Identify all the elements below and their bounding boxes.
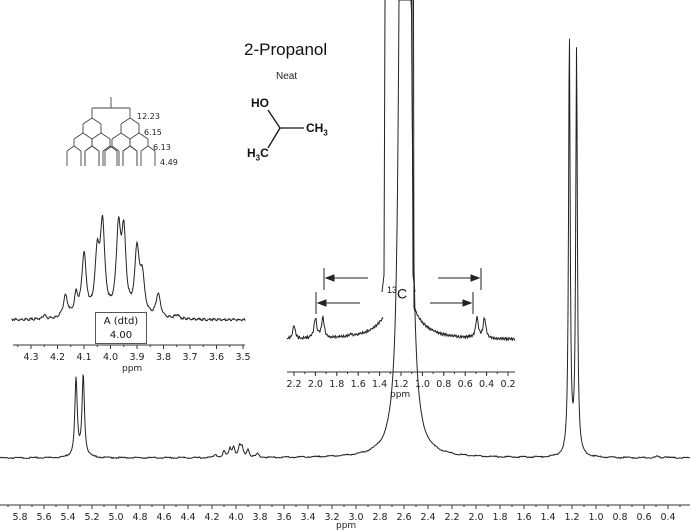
svg-text:5.8: 5.8 (12, 512, 27, 523)
satellite-arrows (315, 268, 482, 314)
svg-text:3.6: 3.6 (276, 512, 291, 523)
svg-text:1.0: 1.0 (588, 512, 603, 523)
splitting-tree-diagram (66, 97, 156, 166)
svg-text:1.6: 1.6 (516, 512, 531, 523)
svg-text:4.0: 4.0 (103, 352, 118, 363)
c13-superscript: 13 (387, 285, 398, 295)
svg-text:0.8: 0.8 (436, 379, 451, 390)
svg-text:5.2: 5.2 (84, 512, 99, 523)
svg-text:1.2: 1.2 (564, 512, 579, 523)
svg-text:3.7: 3.7 (182, 352, 197, 363)
svg-text:1.8: 1.8 (492, 512, 507, 523)
svg-text:4.3: 4.3 (23, 352, 38, 363)
ch3-text: CH (306, 121, 324, 135)
svg-text:1.0: 1.0 (415, 379, 430, 390)
svg-text:4.2: 4.2 (204, 512, 219, 523)
svg-text:0.8: 0.8 (612, 512, 627, 523)
inset-satellite-xlabel: ppm (390, 390, 411, 400)
svg-text:5.0: 5.0 (108, 512, 123, 523)
inset-multiplet-x-axis: 4.3 4.2 4.1 4.0 3.9 3.8 3.7 3.6 3.5 (13, 344, 251, 363)
inset-satellite-x-axis: 2.2 2.0 1.8 1.6 1.4 1.2 1.0 0.8 0.6 0.4 0.2 (286, 371, 516, 390)
svg-text:2.6: 2.6 (396, 512, 411, 523)
svg-text:4.6: 4.6 (156, 512, 171, 523)
h3c-h-text: H (247, 146, 256, 160)
svg-text:2.8: 2.8 (372, 512, 387, 523)
multiplet-shift-value: 4.00 (109, 330, 133, 341)
j-value-3: 6.13 (153, 143, 171, 152)
compound-title: 2-Propanol (244, 40, 328, 59)
ch3-subscript: 3 (323, 128, 328, 138)
inset-multiplet-xlabel: ppm (122, 364, 143, 374)
svg-text:2.2: 2.2 (444, 512, 459, 523)
main-xlabel: ppm (336, 521, 357, 531)
svg-text:3.6: 3.6 (209, 352, 224, 363)
svg-text:1.6: 1.6 (351, 379, 366, 390)
svg-text:0.4: 0.4 (479, 379, 494, 390)
main-x-axis: 5.8 5.6 5.4 5.2 5.0 4.8 4.6 4.4 4.2 4.0 3.8 3.6 3.4 3… (0, 504, 690, 523)
molecule-structure-bonds (267, 109, 304, 149)
svg-text:3.4: 3.4 (300, 512, 315, 523)
j-value-4: 4.49 (160, 158, 178, 167)
molecule-ho-label: HO (251, 96, 269, 110)
svg-text:1.8: 1.8 (329, 379, 344, 390)
svg-text:0.4: 0.4 (660, 512, 675, 523)
sample-condition: Neat (276, 71, 298, 82)
svg-text:3.8: 3.8 (156, 352, 171, 363)
svg-text:5.4: 5.4 (60, 512, 75, 523)
svg-text:3.9: 3.9 (129, 352, 144, 363)
svg-text:3.0: 3.0 (348, 512, 363, 523)
multiplet-label: A (dtd) (103, 316, 139, 327)
c13-main: C (397, 285, 408, 302)
svg-text:0.6: 0.6 (458, 379, 473, 390)
svg-text:2.0: 2.0 (308, 379, 323, 390)
svg-text:1.4: 1.4 (372, 379, 387, 390)
svg-text:2.2: 2.2 (286, 379, 301, 390)
svg-text:1.2: 1.2 (393, 379, 408, 390)
molecule-ch3-label: CH3 (306, 121, 328, 137)
svg-text:4.4: 4.4 (180, 512, 195, 523)
multiplet-annotation-box: A (dtd) 4.00 (95, 312, 147, 344)
svg-text:2.4: 2.4 (420, 512, 435, 523)
molecule-h3c-label: H3C (247, 146, 269, 162)
svg-text:4.2: 4.2 (50, 352, 65, 363)
inset-multiplet-trace (11, 214, 246, 322)
svg-text:4.1: 4.1 (76, 352, 91, 363)
svg-text:3.5: 3.5 (235, 352, 250, 363)
svg-text:5.6: 5.6 (36, 512, 51, 523)
svg-text:3.8: 3.8 (252, 512, 267, 523)
inset-satellite-trace (286, 0, 516, 342)
j-value-2: 6.15 (144, 128, 162, 137)
svg-text:0.2: 0.2 (500, 379, 515, 390)
svg-text:2.0: 2.0 (468, 512, 483, 523)
carbon13-label: 13C (387, 285, 407, 302)
h3c-subscript: 3 (255, 153, 261, 163)
main-spectrum-trace (0, 0, 690, 460)
h3c-c-text: C (260, 146, 269, 160)
svg-text:4.8: 4.8 (132, 512, 147, 523)
svg-text:1.4: 1.4 (540, 512, 555, 523)
svg-text:3.2: 3.2 (324, 512, 339, 523)
svg-text:0.6: 0.6 (636, 512, 651, 523)
j-value-1: 12.23 (137, 112, 160, 121)
svg-text:4.0: 4.0 (228, 512, 243, 523)
